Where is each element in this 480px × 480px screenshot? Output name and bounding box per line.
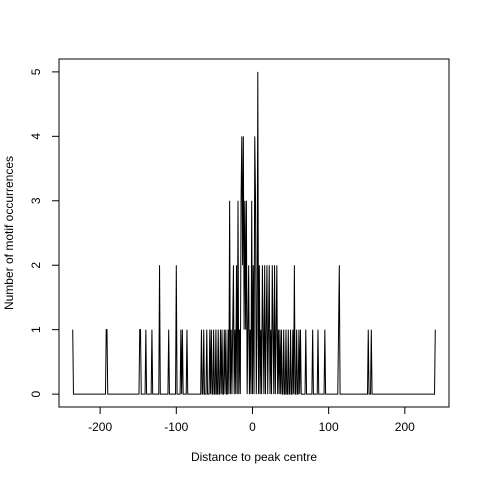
x-tick-label: -200 [88, 420, 112, 434]
y-tick-label: 1 [29, 326, 43, 333]
x-tick-label: 200 [395, 420, 415, 434]
y-tick-label: 0 [29, 390, 43, 397]
y-axis-label: Number of motif occurrences [2, 156, 16, 310]
x-tick-label: -100 [164, 420, 188, 434]
plot-frame [58, 58, 450, 408]
y-tick-label: 5 [29, 68, 43, 75]
x-tick-label: 0 [249, 420, 256, 434]
data-line [72, 71, 436, 395]
y-tick-label: 3 [29, 197, 43, 204]
y-tick-label: 2 [29, 262, 43, 269]
x-axis-label: Distance to peak centre [191, 450, 317, 464]
y-tick-label: 4 [29, 133, 43, 140]
x-tick-label: 100 [319, 420, 339, 434]
